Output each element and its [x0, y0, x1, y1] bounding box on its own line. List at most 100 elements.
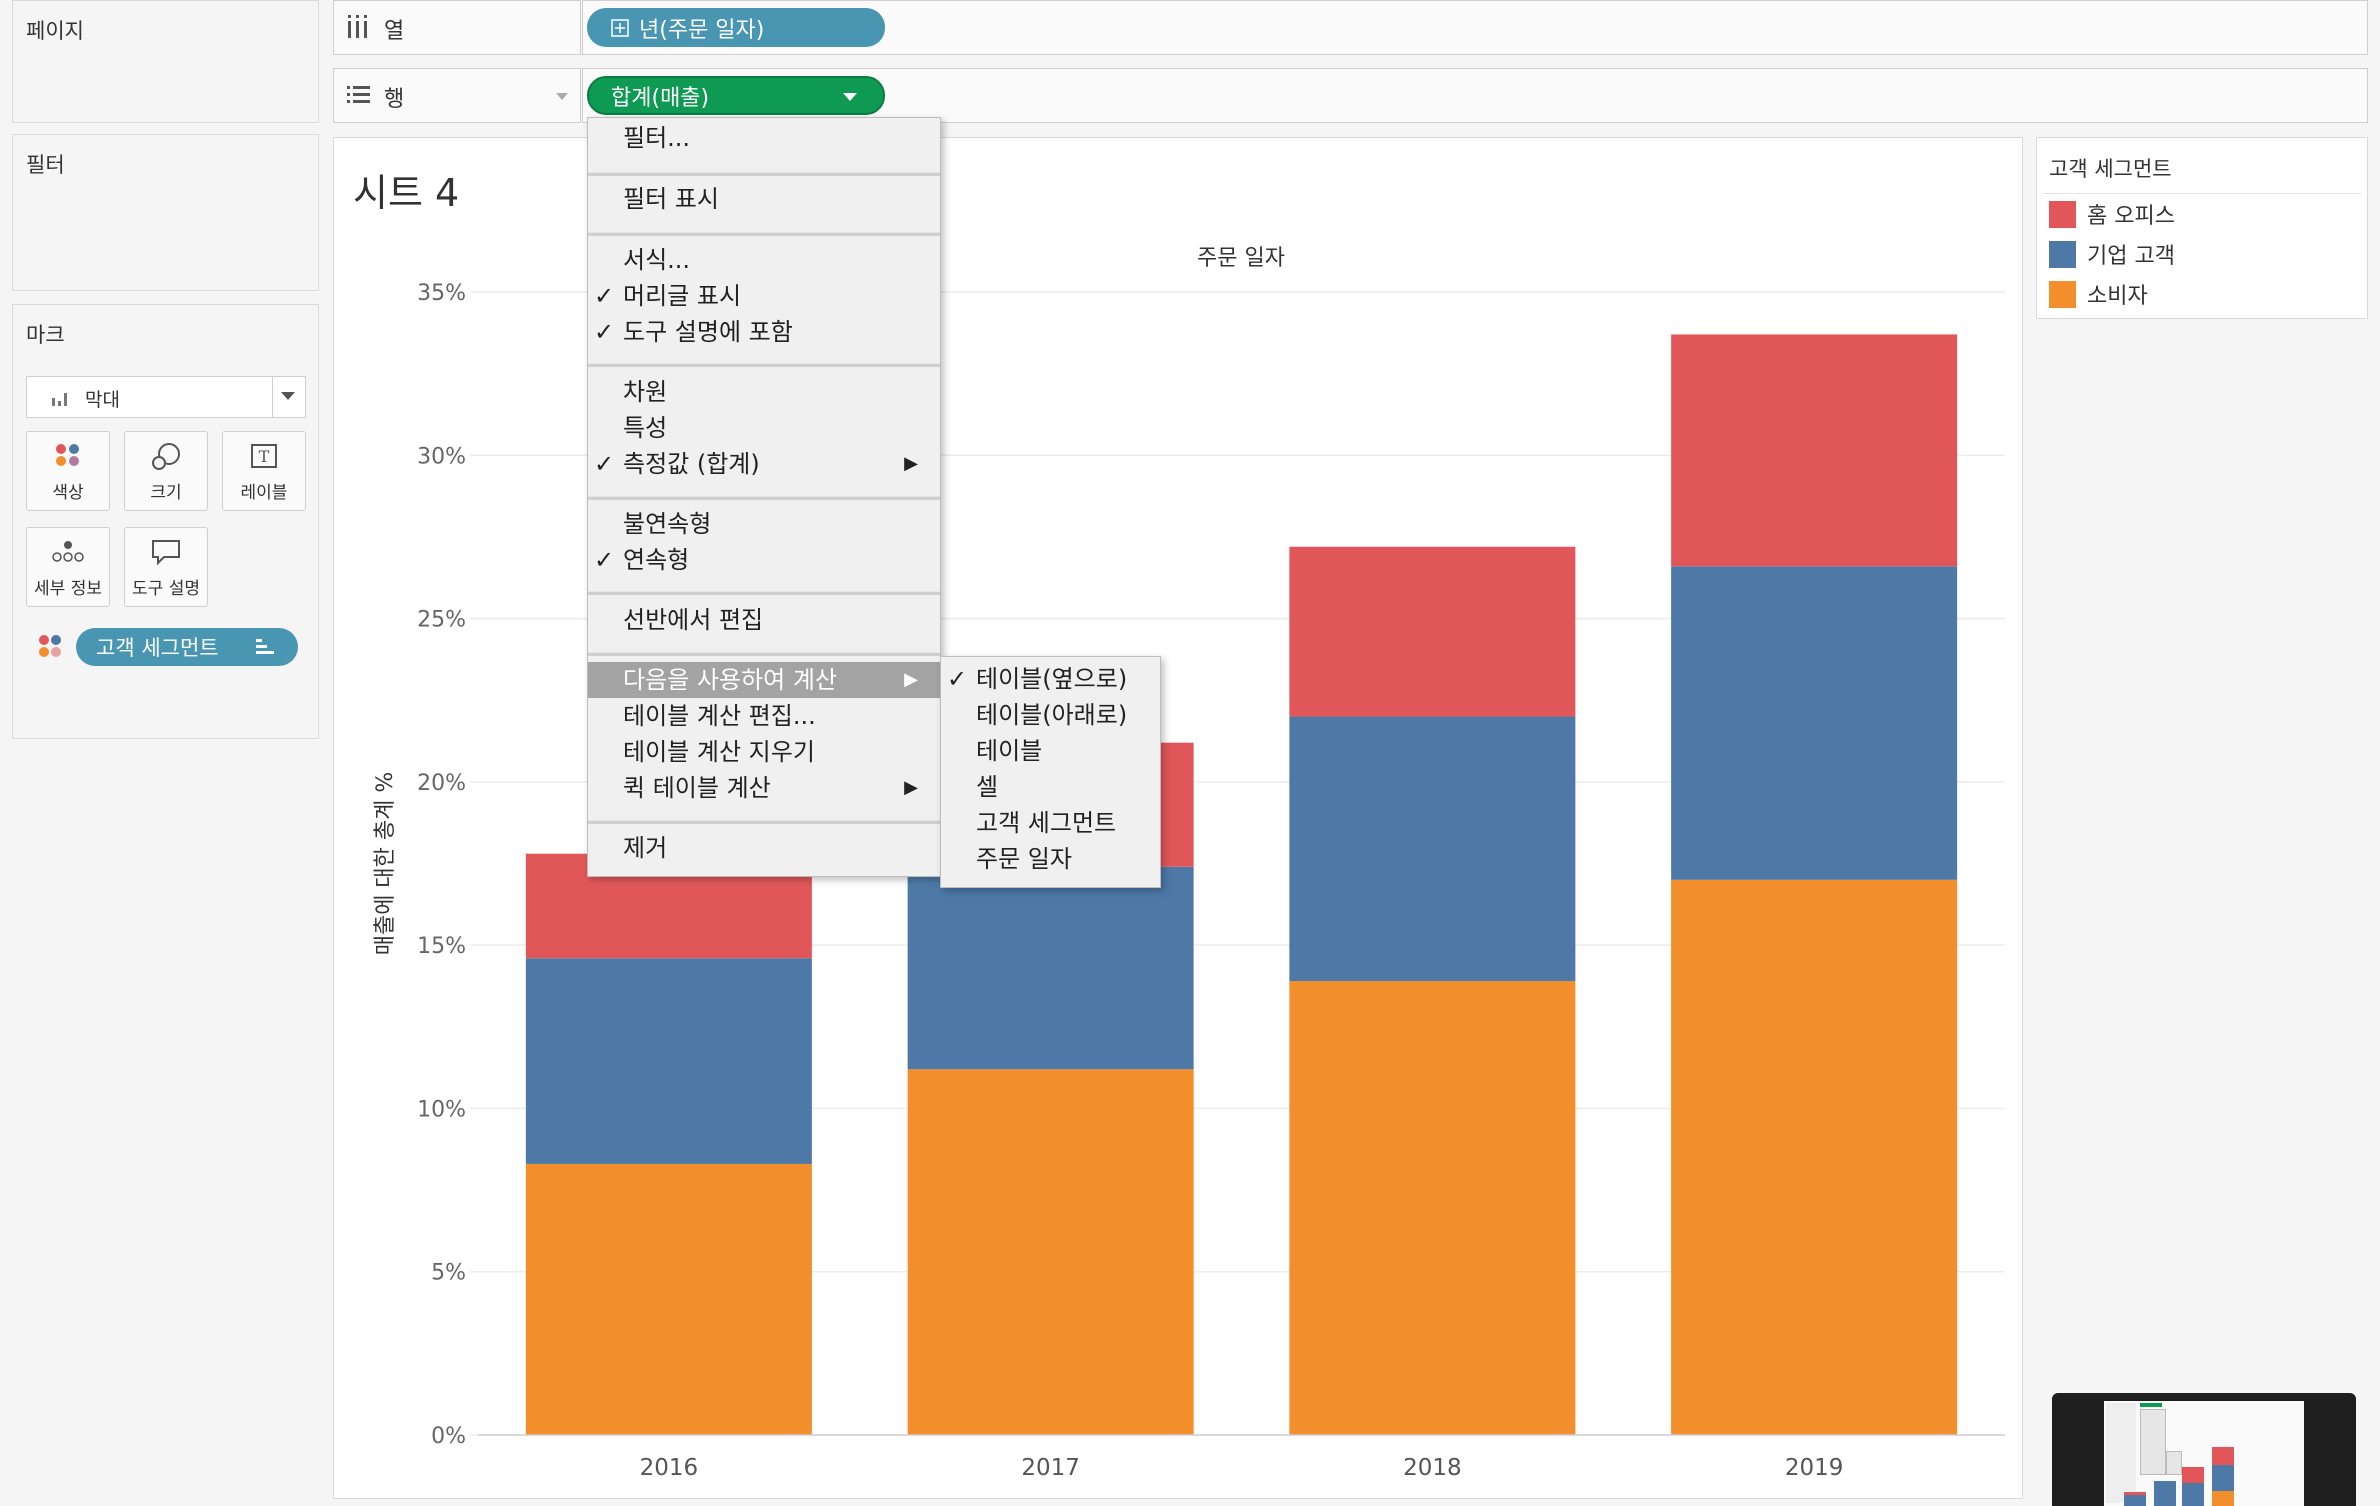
filters-title: 필터: [26, 153, 65, 177]
legend-swatch-home-office: [2049, 200, 2076, 228]
expand-plus-icon: [611, 18, 629, 37]
x-tick-label: 2019: [1785, 1455, 1844, 1481]
submenu-item-cell[interactable]: 셀: [976, 773, 999, 801]
y-tick-label: 25%: [417, 608, 466, 633]
detail-button[interactable]: 세부 정보: [26, 527, 110, 607]
bar-segment: [1289, 546, 1576, 717]
submenu-item-customer-segment[interactable]: 고객 세그먼트: [976, 809, 1117, 837]
menu-item-filter[interactable]: 필터...: [623, 124, 691, 152]
color-dots-icon: [56, 444, 79, 466]
legend-label-consumer: 소비자: [2087, 284, 2148, 309]
rows-label: 행: [384, 87, 405, 112]
detail-label: 세부 정보: [34, 579, 102, 599]
customer-segment-pill-label: 고객 세그먼트: [96, 636, 219, 660]
column-header: 주문 일자: [1197, 246, 1285, 271]
y-tick-label: 0%: [431, 1424, 466, 1449]
legend-item-home-office[interactable]: 홈 오피스: [2049, 199, 2175, 229]
rows-dropdown-icon[interactable]: [556, 93, 568, 100]
legend-label-home-office: 홈 오피스: [2087, 204, 2175, 229]
columns-label: 열: [384, 19, 405, 44]
y-axis-title: 매출에 대한 총계 %: [373, 772, 398, 956]
marks-title: 마크: [26, 323, 65, 347]
color-field-icon: [39, 635, 61, 657]
submenu-arrow-icon: ▶: [904, 669, 918, 690]
color-label: 색상: [52, 483, 84, 503]
submenu-item-table-down[interactable]: 테이블(아래로): [976, 701, 1128, 729]
marks-card: 마크 막대 색상 크기 T 레이블 세부 정보 도구 설명 고객 세그먼트: [12, 304, 319, 739]
customer-segment-pill[interactable]: 고객 세그먼트: [76, 628, 298, 666]
bar-segment: [525, 958, 812, 1164]
y-tick-label: 30%: [417, 444, 466, 469]
sum-sales-pill[interactable]: 합계(매출): [587, 76, 885, 115]
menu-item-edit-table-calc[interactable]: 테이블 계산 편집...: [623, 702, 816, 730]
menu-item-remove[interactable]: 제거: [623, 834, 668, 862]
menu-item-clear-table-calc[interactable]: 테이블 계산 지우기: [623, 738, 815, 766]
x-tick-label: 2018: [1403, 1455, 1462, 1481]
menu-item-discrete[interactable]: 불연속형: [623, 510, 712, 538]
mark-type-dropdown[interactable]: 막대: [26, 376, 306, 418]
x-tick-label: 2016: [640, 1455, 699, 1481]
submenu-item-table-across[interactable]: ✓ 테이블(옆으로): [941, 661, 1160, 697]
rows-icon: [347, 86, 370, 103]
legend-swatch-consumer: [2049, 280, 2076, 308]
submenu-item-order-date[interactable]: 주문 일자: [976, 845, 1072, 873]
year-order-date-label: 년(주문 일자): [639, 17, 765, 43]
check-icon: ✓: [947, 665, 968, 693]
menu-item-compute-using[interactable]: 다음을 사용하여 계산 ▶: [588, 662, 940, 698]
bar-segment: [1289, 981, 1576, 1435]
label-label: 레이블: [240, 483, 288, 503]
y-tick-label: 15%: [417, 934, 466, 959]
check-icon: ✓: [594, 282, 615, 310]
size-button[interactable]: 크기: [124, 431, 208, 511]
bar-segment: [907, 1069, 1194, 1435]
tooltip-icon: [152, 540, 180, 566]
x-tick-label: 2017: [1021, 1455, 1080, 1481]
menu-item-quick-table-calc[interactable]: 퀵 테이블 계산 ▶: [588, 770, 940, 806]
rows-shelf-label: 행: [333, 68, 581, 123]
menu-item-attribute[interactable]: 특성: [623, 414, 668, 442]
chevron-down-icon[interactable]: [281, 392, 295, 400]
menu-item-measure-sum[interactable]: ✓ 측정값 (합계) ▶: [588, 446, 940, 482]
check-icon: ✓: [594, 546, 615, 574]
y-tick-label: 10%: [417, 1097, 466, 1122]
label-button[interactable]: T 레이블: [222, 431, 306, 511]
menu-item-edit-in-shelf[interactable]: 선반에서 편집: [623, 606, 764, 634]
check-icon: ✓: [594, 318, 615, 346]
menu-item-include-tooltip[interactable]: ✓ 도구 설명에 포함: [588, 314, 940, 350]
legend-item-corporate[interactable]: 기업 고객: [2049, 239, 2175, 269]
rows-shelf[interactable]: 합계(매출): [582, 68, 2368, 123]
menu-item-show-filter[interactable]: 필터 표시: [623, 185, 719, 213]
pages-card[interactable]: 페이지: [12, 0, 319, 123]
submenu-arrow-icon: ▶: [904, 453, 918, 474]
bar-segment: [1671, 566, 1958, 880]
sheet-thumbnail[interactable]: [2052, 1393, 2356, 1506]
sort-icon: [256, 639, 274, 654]
size-icon: [152, 443, 180, 470]
legend-item-consumer[interactable]: 소비자: [2049, 279, 2148, 309]
columns-shelf[interactable]: 년(주문 일자): [582, 0, 2368, 55]
bar-segment: [1671, 879, 1958, 1435]
filters-card[interactable]: 필터: [12, 134, 319, 291]
bar-segment: [525, 1163, 812, 1435]
menu-item-dimension[interactable]: 차원: [623, 378, 668, 406]
tooltip-button[interactable]: 도구 설명: [124, 527, 208, 607]
menu-item-format[interactable]: 서식...: [623, 246, 691, 274]
stacked-bar-chart: 0% 5% 10% 15% 20% 25% 30% 35% 매출에 대한 총계 % 2016 201…: [373, 281, 2005, 1481]
legend-title: 고객 세그먼트: [2049, 157, 2172, 181]
pill-dropdown-icon[interactable]: [843, 93, 857, 101]
year-order-date-pill[interactable]: 년(주문 일자): [587, 8, 885, 47]
submenu-item-table[interactable]: 테이블: [976, 737, 1043, 765]
pill-context-menu: 필터... 필터 표시 서식... ✓ 머리글 표시 ✓ 도구 설명에 포함 차원 …: [587, 117, 941, 877]
legend-card: 고객 세그먼트 홈 오피스 기업 고객 소비자: [2036, 137, 2368, 319]
bar-chart-icon: [52, 393, 67, 406]
columns-icon: [348, 15, 367, 38]
menu-item-show-header[interactable]: ✓ 머리글 표시: [588, 278, 940, 314]
menu-item-continuous[interactable]: ✓ 연속형: [588, 542, 940, 578]
bar-segment: [1671, 334, 1958, 567]
size-label: 크기: [150, 483, 182, 503]
color-button[interactable]: 색상: [26, 431, 110, 511]
mark-type-value: 막대: [85, 389, 120, 411]
compute-using-submenu: ✓ 테이블(옆으로) 테이블(아래로) 테이블 셀 고객 세그먼트 주문 일자: [940, 656, 1161, 888]
pages-title: 페이지: [26, 19, 84, 43]
check-icon: ✓: [594, 450, 615, 478]
